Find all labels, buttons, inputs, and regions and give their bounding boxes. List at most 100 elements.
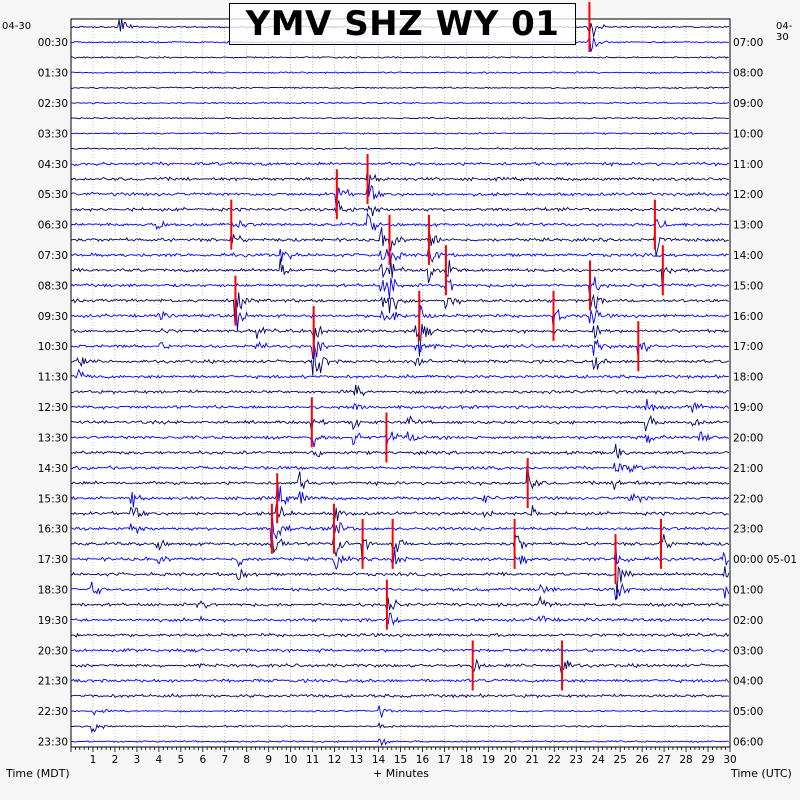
- trace-row: [70, 323, 729, 357]
- trace-row: [70, 431, 729, 448]
- trace-row: [70, 301, 730, 331]
- trace-row: [70, 565, 730, 600]
- x-tick-label: 19: [482, 754, 495, 766]
- trace-row: [70, 227, 729, 257]
- right-time-label: 17:00: [733, 341, 763, 353]
- left-time-label: 02:30: [38, 98, 68, 110]
- trace-row: [70, 705, 729, 718]
- x-tick-label: 1: [90, 754, 97, 766]
- trace-row: [70, 276, 730, 300]
- right-time-label: 07:00: [733, 37, 763, 49]
- right-time-label: 01:00: [733, 584, 763, 596]
- x-tick-label: 30: [723, 754, 736, 766]
- trace-row: [70, 595, 730, 612]
- trace-row: [70, 398, 730, 413]
- right-time-label: 16:00: [733, 311, 763, 323]
- right-time-label: 10:00: [733, 128, 763, 140]
- trace-row: [70, 200, 729, 217]
- x-tick-label: 8: [243, 754, 250, 766]
- right-time-label: 15:00: [733, 280, 763, 292]
- x-tick-label: 6: [199, 754, 206, 766]
- x-tick-label: 17: [438, 754, 451, 766]
- trace-row: [70, 738, 729, 747]
- left-time-labels: 00:30 01:30 02:30 03:30 04:30 05:30 06:30 07:30…: [38, 37, 68, 748]
- trace-row: [70, 161, 729, 168]
- right-time-label: 03:00: [733, 645, 763, 657]
- x-tick-label: 22: [548, 754, 561, 766]
- right-time-label: 19:00: [733, 402, 763, 414]
- x-tick-label: 9: [265, 754, 272, 766]
- x-tick-label: 7: [221, 754, 228, 766]
- trace-row: [71, 581, 730, 601]
- trace-row: [70, 503, 729, 522]
- trace-row: [70, 131, 730, 136]
- x-tick-label: 23: [570, 754, 583, 766]
- x-tick-label: 2: [112, 754, 119, 766]
- right-time-label: 04:00: [733, 676, 763, 688]
- trace-row: [70, 345, 729, 376]
- left-time-label: 19:30: [38, 615, 68, 627]
- trace-row: [70, 534, 730, 563]
- left-time-label: 21:30: [38, 676, 68, 688]
- right-time-label: 08:00: [733, 68, 763, 80]
- left-time-label: 23:30: [38, 737, 68, 749]
- trace-row: [70, 147, 729, 151]
- right-time-label: 22:00: [733, 493, 763, 505]
- x-tick-label: 25: [613, 754, 626, 766]
- trace-row: [70, 368, 729, 380]
- x-axis-label: + Minutes: [373, 767, 430, 780]
- trace-row: [70, 246, 729, 263]
- right-time-label: 18:00: [733, 372, 763, 384]
- x-tick-label: 5: [177, 754, 184, 766]
- trace-row: [70, 481, 730, 508]
- trace-row: [70, 658, 730, 674]
- trace-row: [70, 517, 729, 545]
- left-time-label: 01:30: [38, 68, 68, 80]
- left-time-label: 20:30: [38, 645, 68, 657]
- right-time-label: 06:00: [733, 737, 763, 749]
- x-tick-label: 21: [526, 754, 539, 766]
- y-axis-label-left: Time (MDT): [6, 767, 70, 780]
- trace-row: [71, 444, 729, 459]
- right-time-label: 20:00: [733, 432, 763, 444]
- trace-row: [70, 462, 729, 474]
- x-tick-label: 12: [328, 754, 341, 766]
- x-tick-label: 15: [394, 754, 407, 766]
- x-tick-label: 4: [156, 754, 163, 766]
- trace-row: [70, 693, 729, 699]
- trace-row: [70, 722, 729, 734]
- x-tick-label: 11: [306, 754, 319, 766]
- left-time-label: 10:30: [38, 341, 68, 353]
- right-time-label: 23:00: [733, 524, 763, 536]
- right-time-label: 14:00: [733, 250, 763, 262]
- left-time-label: 14:30: [38, 463, 68, 475]
- right-time-labels: 07:00 08:00 09:00 10:00 11:00 12:00 13:00 14:00…: [733, 37, 797, 748]
- right-time-label: 21:00: [733, 463, 763, 475]
- x-tick-label: 18: [460, 754, 473, 766]
- x-tick-label: 24: [592, 754, 606, 766]
- x-tick-label: 29: [701, 754, 714, 766]
- trace-row: [70, 541, 730, 571]
- left-time-label: 11:30: [38, 372, 68, 384]
- trace-row: [71, 612, 729, 626]
- x-axis-ticks: 1 2 3 4 5 6 7 8 9 10 11 12 13 14 15 16 17 18 19 20 21 22 23 24 2…: [70, 747, 737, 766]
- start-date-left: 04-30: [2, 21, 32, 32]
- trace-row: [70, 116, 729, 120]
- x-tick-label: 20: [504, 754, 517, 766]
- x-tick-label: 10: [284, 754, 297, 766]
- right-time-label: 00:00 05-01: [733, 554, 797, 566]
- left-time-label: 22:30: [38, 706, 68, 718]
- left-time-label: 04:30: [38, 159, 68, 171]
- trace-row: [70, 86, 729, 90]
- left-time-label: 07:30: [38, 250, 68, 262]
- trace-row: [70, 212, 729, 231]
- left-time-label: 09:30: [38, 311, 68, 323]
- right-time-label: 11:00: [733, 159, 763, 171]
- x-tick-label: 14: [372, 754, 386, 766]
- x-tick-label: 3: [134, 754, 141, 766]
- y-axis-label-right: Time (UTC): [731, 767, 792, 780]
- left-time-label: 16:30: [38, 524, 68, 536]
- trace-row: [70, 292, 729, 323]
- left-time-label: 13:30: [38, 432, 68, 444]
- x-tick-label: 16: [416, 754, 430, 766]
